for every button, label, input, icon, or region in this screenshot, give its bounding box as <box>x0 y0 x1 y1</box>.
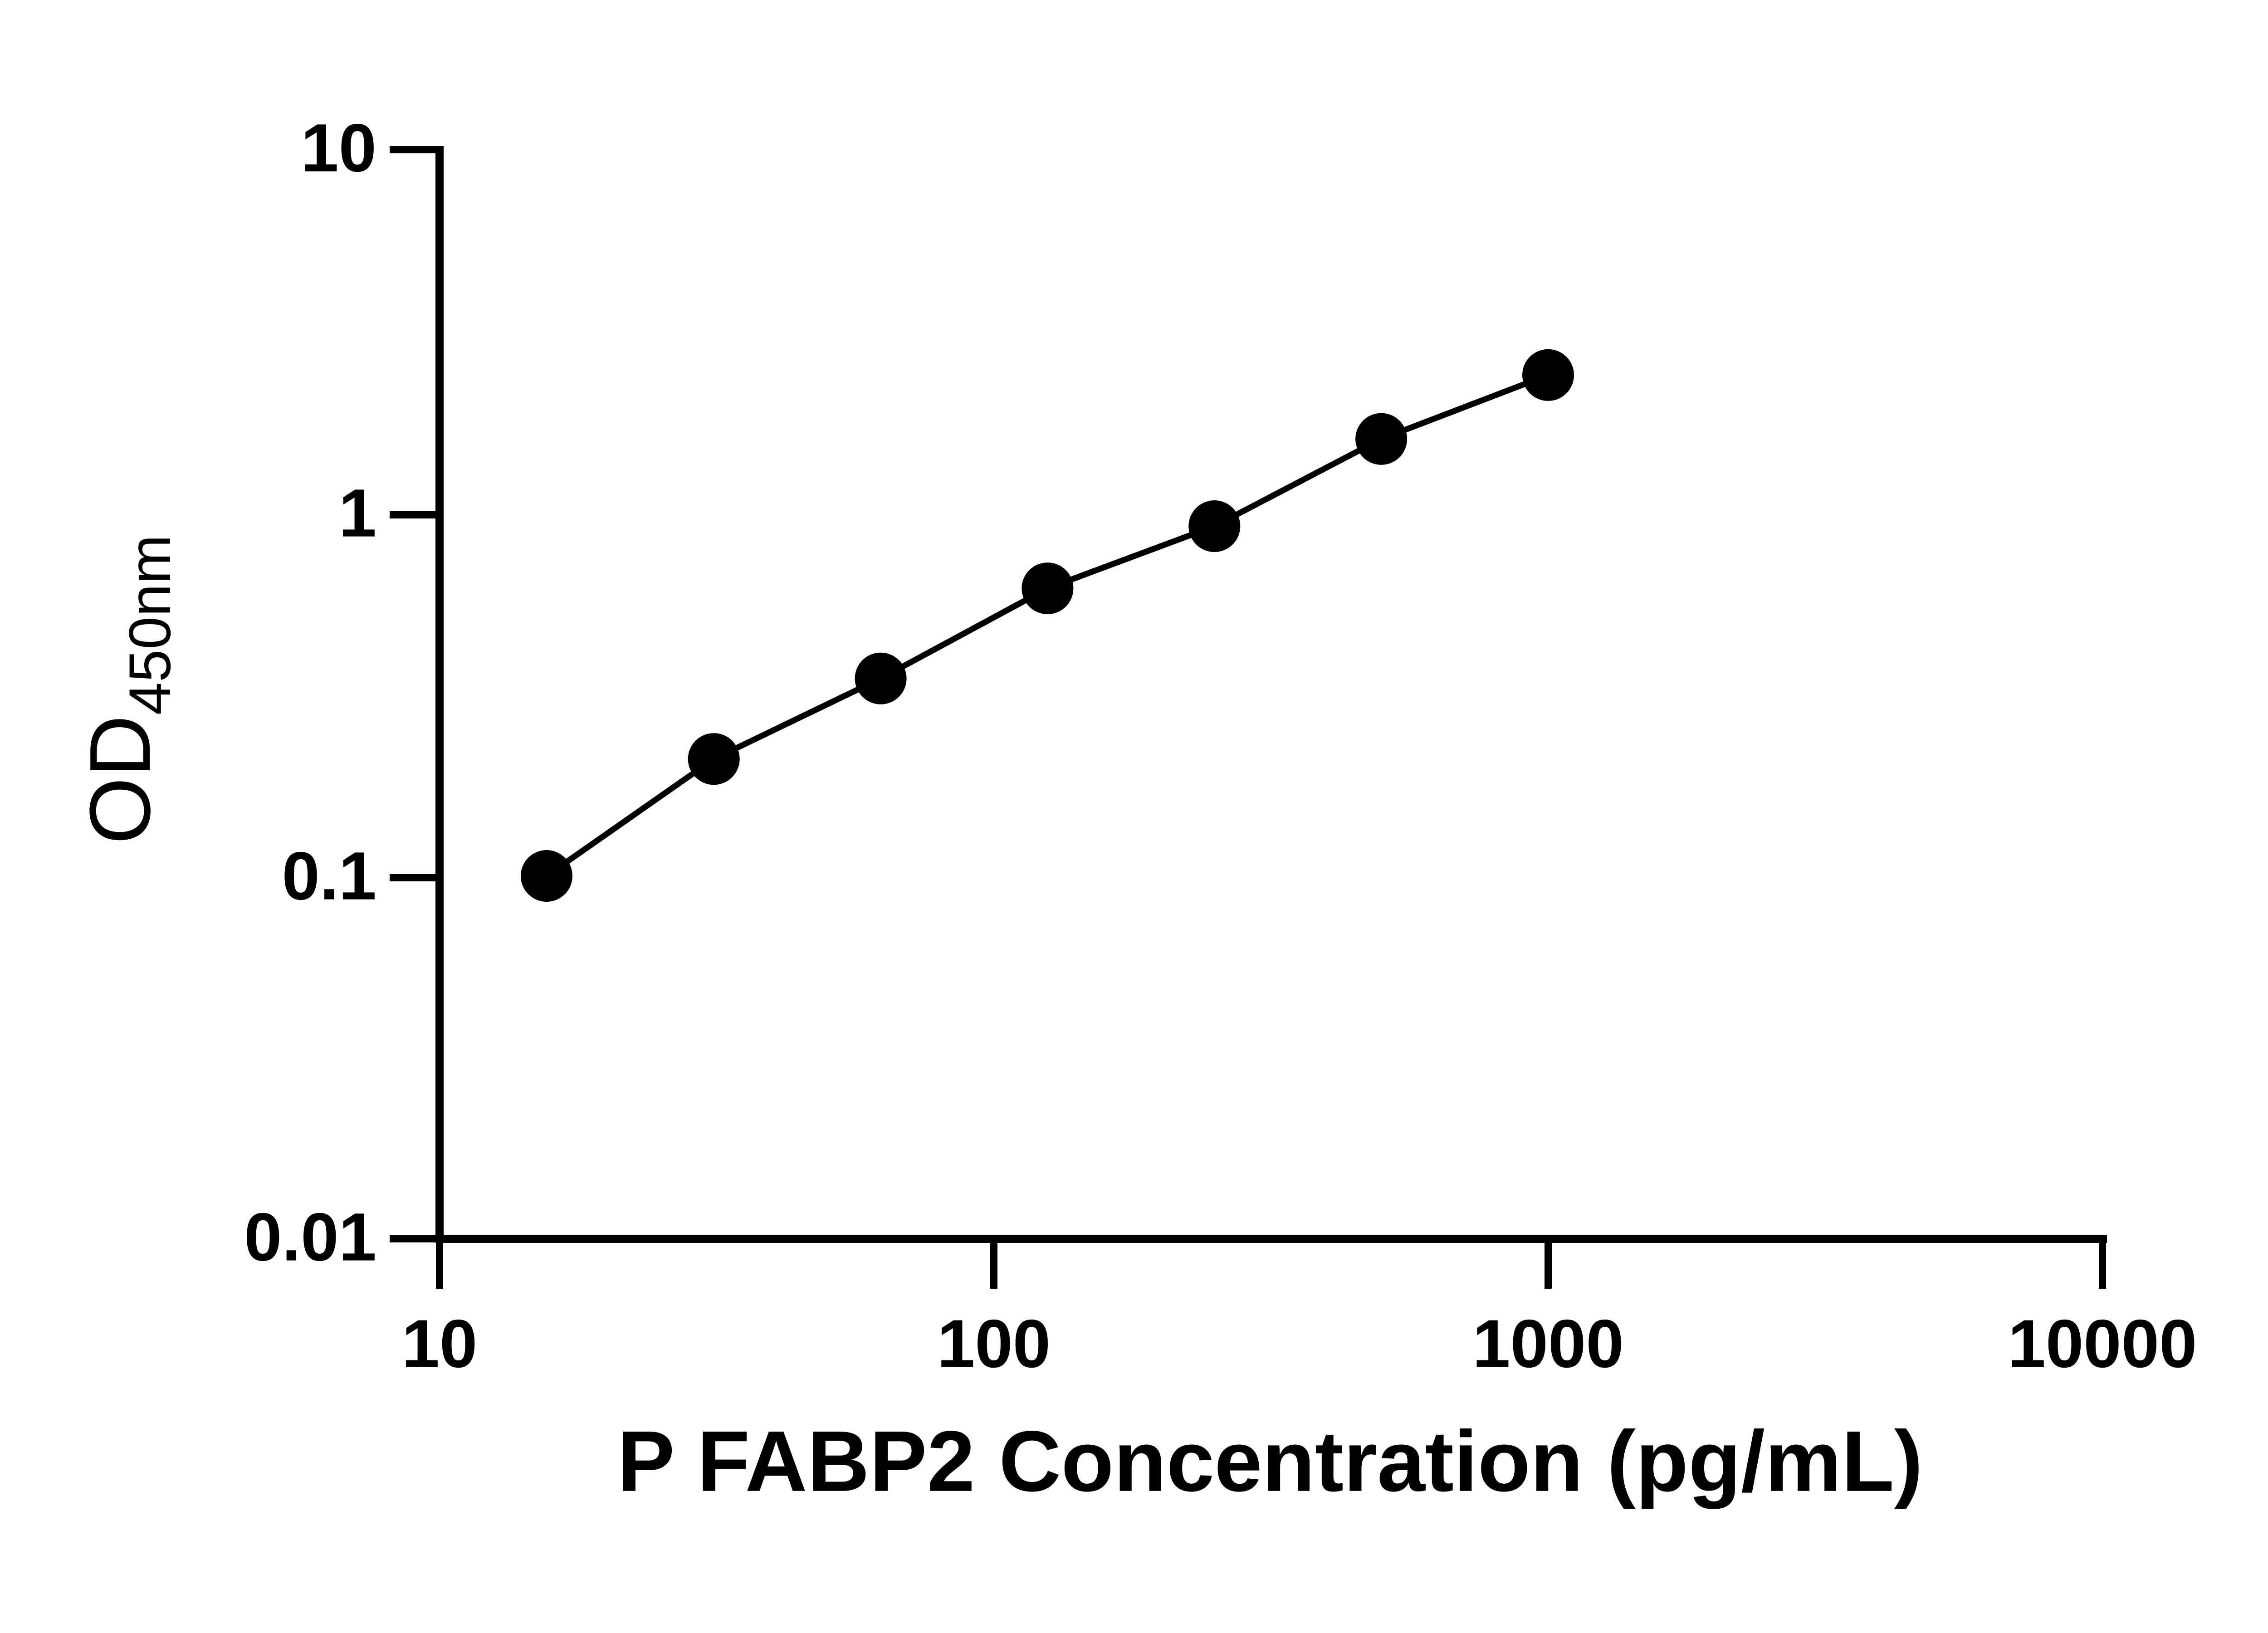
y-tick-label-0-01: 0.01 <box>244 1199 376 1275</box>
y-tick-label-10: 10 <box>301 110 376 186</box>
y-axis-title-main: OD <box>72 715 168 844</box>
data-point <box>521 850 572 902</box>
data-point <box>1188 500 1241 552</box>
y-axis-title: OD450nm <box>72 535 183 845</box>
x-tick-label-10000: 10000 <box>2008 1305 2197 1382</box>
data-point-markers <box>521 349 1574 902</box>
data-point <box>1355 413 1408 465</box>
data-point <box>1022 562 1074 615</box>
data-point <box>855 652 907 704</box>
x-tick-label-1000: 1000 <box>1472 1305 1624 1382</box>
y-axis-title-subscript: 450nm <box>117 535 183 715</box>
svg-text:OD450nm: OD450nm <box>72 535 183 845</box>
data-point <box>1522 349 1574 401</box>
x-axis-title: P FABP2 Concentration (pg/mL) <box>617 1413 1923 1510</box>
y-tick-label-1: 1 <box>339 475 376 551</box>
x-tick-label-100: 100 <box>937 1305 1051 1382</box>
data-point <box>688 733 740 785</box>
y-tick-label-0-1: 0.1 <box>282 838 376 914</box>
x-tick-label-10: 10 <box>402 1305 478 1382</box>
